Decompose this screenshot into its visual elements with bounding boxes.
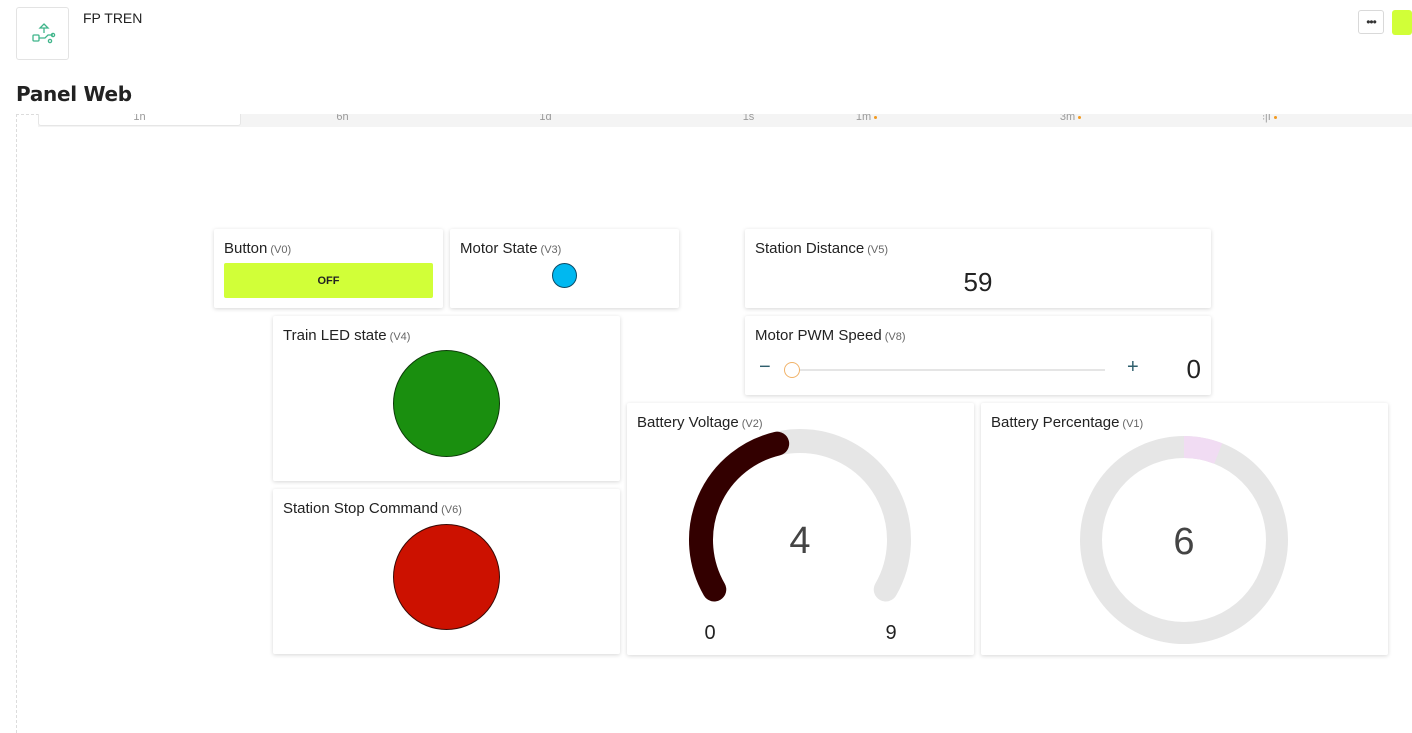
device-title: FP TREN xyxy=(83,10,143,26)
device-icon xyxy=(16,7,69,60)
widget-button: Button (V0) OFF xyxy=(214,229,443,308)
decrement-button[interactable]: − xyxy=(759,356,771,378)
premium-dot-icon xyxy=(1078,115,1082,119)
train-led xyxy=(393,350,500,457)
widget-pin: (V2) xyxy=(741,418,763,430)
device-status-indicator[interactable] xyxy=(1392,10,1412,35)
widget-title: Motor PWM Speed (V8) xyxy=(755,327,906,344)
tab-1m[interactable]: 1m xyxy=(765,114,968,126)
more-options-button[interactable]: ••• xyxy=(1358,10,1384,34)
widget-pin: (V3) xyxy=(540,244,562,256)
widget-title: Station Distance (V5) xyxy=(755,240,888,257)
gauge-min-label: 0 xyxy=(704,622,715,644)
widget-title-text: Train LED state xyxy=(283,327,387,344)
increment-button[interactable]: + xyxy=(1127,356,1139,378)
widget-title-text: Button xyxy=(224,240,268,257)
widget-title: Button (V0) xyxy=(224,240,291,257)
ring-value: 6 xyxy=(1173,521,1194,563)
gauge-fill xyxy=(689,431,790,602)
gauge-max-label: 9 xyxy=(885,622,896,644)
tab-label: 6h xyxy=(336,114,349,123)
widget-motor-state: Motor State (V3) xyxy=(450,229,679,308)
widget-title-text: Battery Voltage xyxy=(637,414,739,431)
widget-pin: (V0) xyxy=(270,244,292,256)
switch-button[interactable]: OFF xyxy=(224,263,433,298)
slider-track[interactable] xyxy=(793,369,1105,371)
widget-battery-voltage: Battery Voltage (V2) 4 0 9 xyxy=(627,403,974,655)
widget-title-text: Station Distance xyxy=(755,240,865,257)
widget-pin: (V5) xyxy=(867,244,889,256)
widget-title: Battery Voltage (V2) xyxy=(637,414,763,431)
tab-label: 3m xyxy=(1059,114,1076,123)
premium-dot-icon xyxy=(1273,115,1277,119)
widget-title: Motor State (V3) xyxy=(460,240,561,257)
widget-pin: (V1) xyxy=(1122,418,1144,430)
tab-custom-range[interactable]: ⫶|ı xyxy=(1168,114,1371,126)
widget-pin: (V8) xyxy=(884,331,906,343)
percentage-ring: 6 xyxy=(1080,436,1288,644)
tab-1d[interactable]: 1d xyxy=(444,114,647,126)
tab-label: 1h xyxy=(133,114,146,123)
widget-title: Train LED state (V4) xyxy=(283,327,410,344)
widget-station-stop: Station Stop Command (V6) xyxy=(273,489,620,654)
device-template-icon xyxy=(31,22,55,43)
widget-title-text: Motor State xyxy=(460,240,538,257)
motor-state-led xyxy=(552,263,577,288)
gauge-value: 4 xyxy=(789,520,810,562)
widget-pin: (V4) xyxy=(389,331,411,343)
widget-title: Station Stop Command (V6) xyxy=(283,500,462,517)
tab-label: 1s xyxy=(742,114,755,123)
widget-battery-percentage: Battery Percentage (V1) 6 xyxy=(981,403,1388,655)
station-stop-led xyxy=(393,524,500,630)
widget-title-text: Battery Percentage xyxy=(991,414,1120,431)
voltage-gauge: 4 0 9 xyxy=(689,429,911,644)
widget-title: Battery Percentage (V1) xyxy=(991,414,1143,431)
widget-title-text: Station Stop Command xyxy=(283,500,439,517)
tab-3m[interactable]: 3m xyxy=(969,114,1172,126)
widget-title-text: Motor PWM Speed xyxy=(755,327,882,344)
tab-1h[interactable]: 1h xyxy=(38,114,241,126)
tab-1s[interactable]: 1s xyxy=(647,114,850,126)
widget-motor-pwm: Motor PWM Speed (V8) − + 0 xyxy=(745,316,1211,395)
widget-station-distance: Station Distance (V5) 59 xyxy=(745,229,1211,308)
slider-value: 0 xyxy=(1186,354,1201,384)
tab-label: 1d xyxy=(539,114,552,123)
widget-train-led: Train LED state (V4) xyxy=(273,316,620,481)
ring-fill xyxy=(1183,436,1223,464)
time-range-tabs: 1h 6h 1d 1s 1m 3m ⫶|ı xyxy=(38,114,1412,127)
tab-6h[interactable]: 6h xyxy=(241,114,444,126)
page-title: Panel Web xyxy=(16,82,132,106)
slider-thumb[interactable] xyxy=(784,362,800,378)
tab-label: ⫶|ı xyxy=(1262,114,1271,123)
premium-dot-icon xyxy=(874,115,878,119)
station-distance-value: 59 xyxy=(963,267,993,297)
tab-label: 1m xyxy=(855,114,872,123)
widget-pin: (V6) xyxy=(441,504,462,516)
